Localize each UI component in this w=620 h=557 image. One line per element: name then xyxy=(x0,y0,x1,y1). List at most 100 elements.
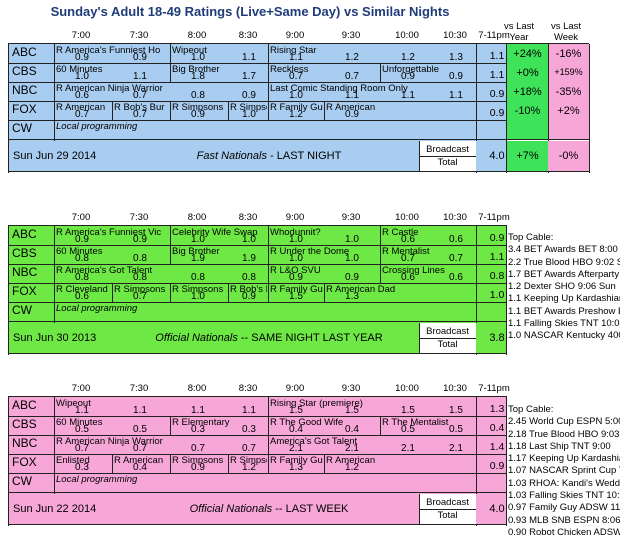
rating-value: 0.6 xyxy=(401,234,415,245)
rating-value: 1.2 xyxy=(401,52,415,63)
program-divider xyxy=(268,416,269,435)
net-col-divider xyxy=(54,397,55,494)
rating-value: 1.9 xyxy=(242,253,256,264)
time-label: 8:30 xyxy=(238,212,258,223)
program-divider xyxy=(380,416,381,435)
grid-background xyxy=(9,397,507,494)
net-col-divider xyxy=(54,226,55,323)
program-name: Celebrity Wife Swap xyxy=(172,227,258,238)
grid-background xyxy=(9,226,507,323)
rating-value: 0.8 xyxy=(75,253,89,264)
row-divider xyxy=(9,321,507,322)
week-cell xyxy=(548,63,589,82)
rating-value: 0.9 xyxy=(449,71,463,82)
broadcast-box-mid xyxy=(419,156,476,157)
program-name: Big Brother xyxy=(172,246,220,257)
rating-value: 1.1 xyxy=(449,90,463,101)
rating-value: 1.0 xyxy=(191,52,205,63)
broadcast-label: Broadcast xyxy=(426,326,469,337)
time-label: 7:00 xyxy=(71,383,91,394)
network-cw: CW xyxy=(12,121,32,135)
broadcast-total-label: Total xyxy=(437,339,458,350)
time-label: 10:30 xyxy=(443,383,467,394)
program-name: Crossing Lines xyxy=(382,265,445,276)
time-label: 7:30 xyxy=(129,383,149,394)
time-label: 8:30 xyxy=(238,30,258,41)
broadcast-label: Broadcast xyxy=(426,497,469,508)
program-name: Local programming xyxy=(56,474,138,485)
vs-last-year-value: +0% xyxy=(516,67,539,79)
top-cable-item: 2.45 World Cup ESPN 5:00 xyxy=(508,416,620,428)
time-label: 8:00 xyxy=(187,383,207,394)
time-label: 7-11pm xyxy=(478,212,510,223)
network-cw: CW xyxy=(12,474,32,488)
vs-last-week-header: vs Last Week xyxy=(550,21,582,43)
rating-value: 0.5 xyxy=(449,424,463,435)
rating-value: 1.2 xyxy=(242,462,256,473)
block-description: Fast Nationals - LAST NIGHT xyxy=(119,150,419,162)
program-name: Whodunnit? xyxy=(270,227,321,238)
program-name: R American Dad xyxy=(326,284,396,295)
year-cell xyxy=(507,120,548,139)
time-label: 9:30 xyxy=(341,383,361,394)
rating-value: 1.1 xyxy=(401,90,415,101)
program-divider xyxy=(170,245,171,264)
footer-total-band xyxy=(476,141,506,171)
time-label: 8:00 xyxy=(187,212,207,223)
top-cable-title: Top Cable: xyxy=(508,404,554,415)
rating-value: 1.0 xyxy=(242,234,256,245)
program-divider xyxy=(170,44,171,63)
rating-value: 1.5 xyxy=(289,291,303,302)
rating-value: 1.0 xyxy=(289,90,303,101)
program-name: Local programming xyxy=(56,121,138,132)
row-divider xyxy=(9,302,507,303)
time-label: 10:00 xyxy=(395,383,419,394)
rating-value: 0.5 xyxy=(75,424,89,435)
program-divider xyxy=(268,44,269,63)
vs-last-week-value: +2% xyxy=(557,105,580,117)
timeslot-total: 1.1 xyxy=(489,251,505,263)
vs-last-week-value: -35% xyxy=(555,86,582,98)
rating-value: 1.1 xyxy=(242,405,256,416)
timeslot-total: 0.9 xyxy=(489,460,505,472)
program-divider xyxy=(380,226,381,245)
rating-value: 0.8 xyxy=(242,272,256,283)
top-cable-item: 1.7 BET Awards Afterparty xyxy=(508,268,620,280)
rating-value: 0.9 xyxy=(242,90,256,101)
timeslot-total: 0.9 xyxy=(489,88,505,100)
time-label: 7:00 xyxy=(71,212,91,223)
rating-value: 2.1 xyxy=(289,443,303,454)
program-name: R Simpsons xyxy=(172,284,224,295)
program-divider xyxy=(380,264,381,283)
top-cable-list: Top Cable: 2.45 World Cup ESPN 5:00 2.18 T… xyxy=(508,404,620,539)
top-cable-item: 1.17 Keeping Up Kardashian xyxy=(508,453,620,465)
broadcast-total-value: 4.0 xyxy=(489,503,505,515)
rating-value: 0.7 xyxy=(133,109,147,120)
rating-value: 0.7 xyxy=(133,291,147,302)
time-label: 7-11pm xyxy=(478,383,510,394)
row-divider xyxy=(9,416,507,417)
program-name: R America's Funniest Ho xyxy=(56,45,161,56)
description-main: Fast Nationals xyxy=(196,150,267,162)
program-name: R Simpsons xyxy=(230,102,267,113)
program-name: America's Got Talent xyxy=(270,436,358,447)
program-divider xyxy=(268,63,269,82)
program-name: R America's Funniest Vic xyxy=(56,227,162,238)
program-name: R Simpsons xyxy=(172,102,224,113)
row-divider xyxy=(9,120,589,121)
row-divider xyxy=(9,63,589,64)
broadcast-vs-week: -0% xyxy=(558,150,579,162)
description-main: Official Nationals xyxy=(189,503,273,515)
network-cbs: CBS xyxy=(12,246,37,260)
row-divider xyxy=(9,139,589,140)
row-divider xyxy=(9,454,507,455)
rating-value: 0.8 xyxy=(75,272,89,283)
time-label: 9:00 xyxy=(285,30,305,41)
row-divider xyxy=(9,473,507,474)
rating-value: 1.0 xyxy=(289,253,303,264)
rating-value: 0.6 xyxy=(75,90,89,101)
rating-value: 0.9 xyxy=(289,272,303,283)
rating-value: 0.4 xyxy=(345,424,359,435)
total-col-divider xyxy=(476,397,477,526)
program-name: R The Good Wife xyxy=(270,417,344,428)
